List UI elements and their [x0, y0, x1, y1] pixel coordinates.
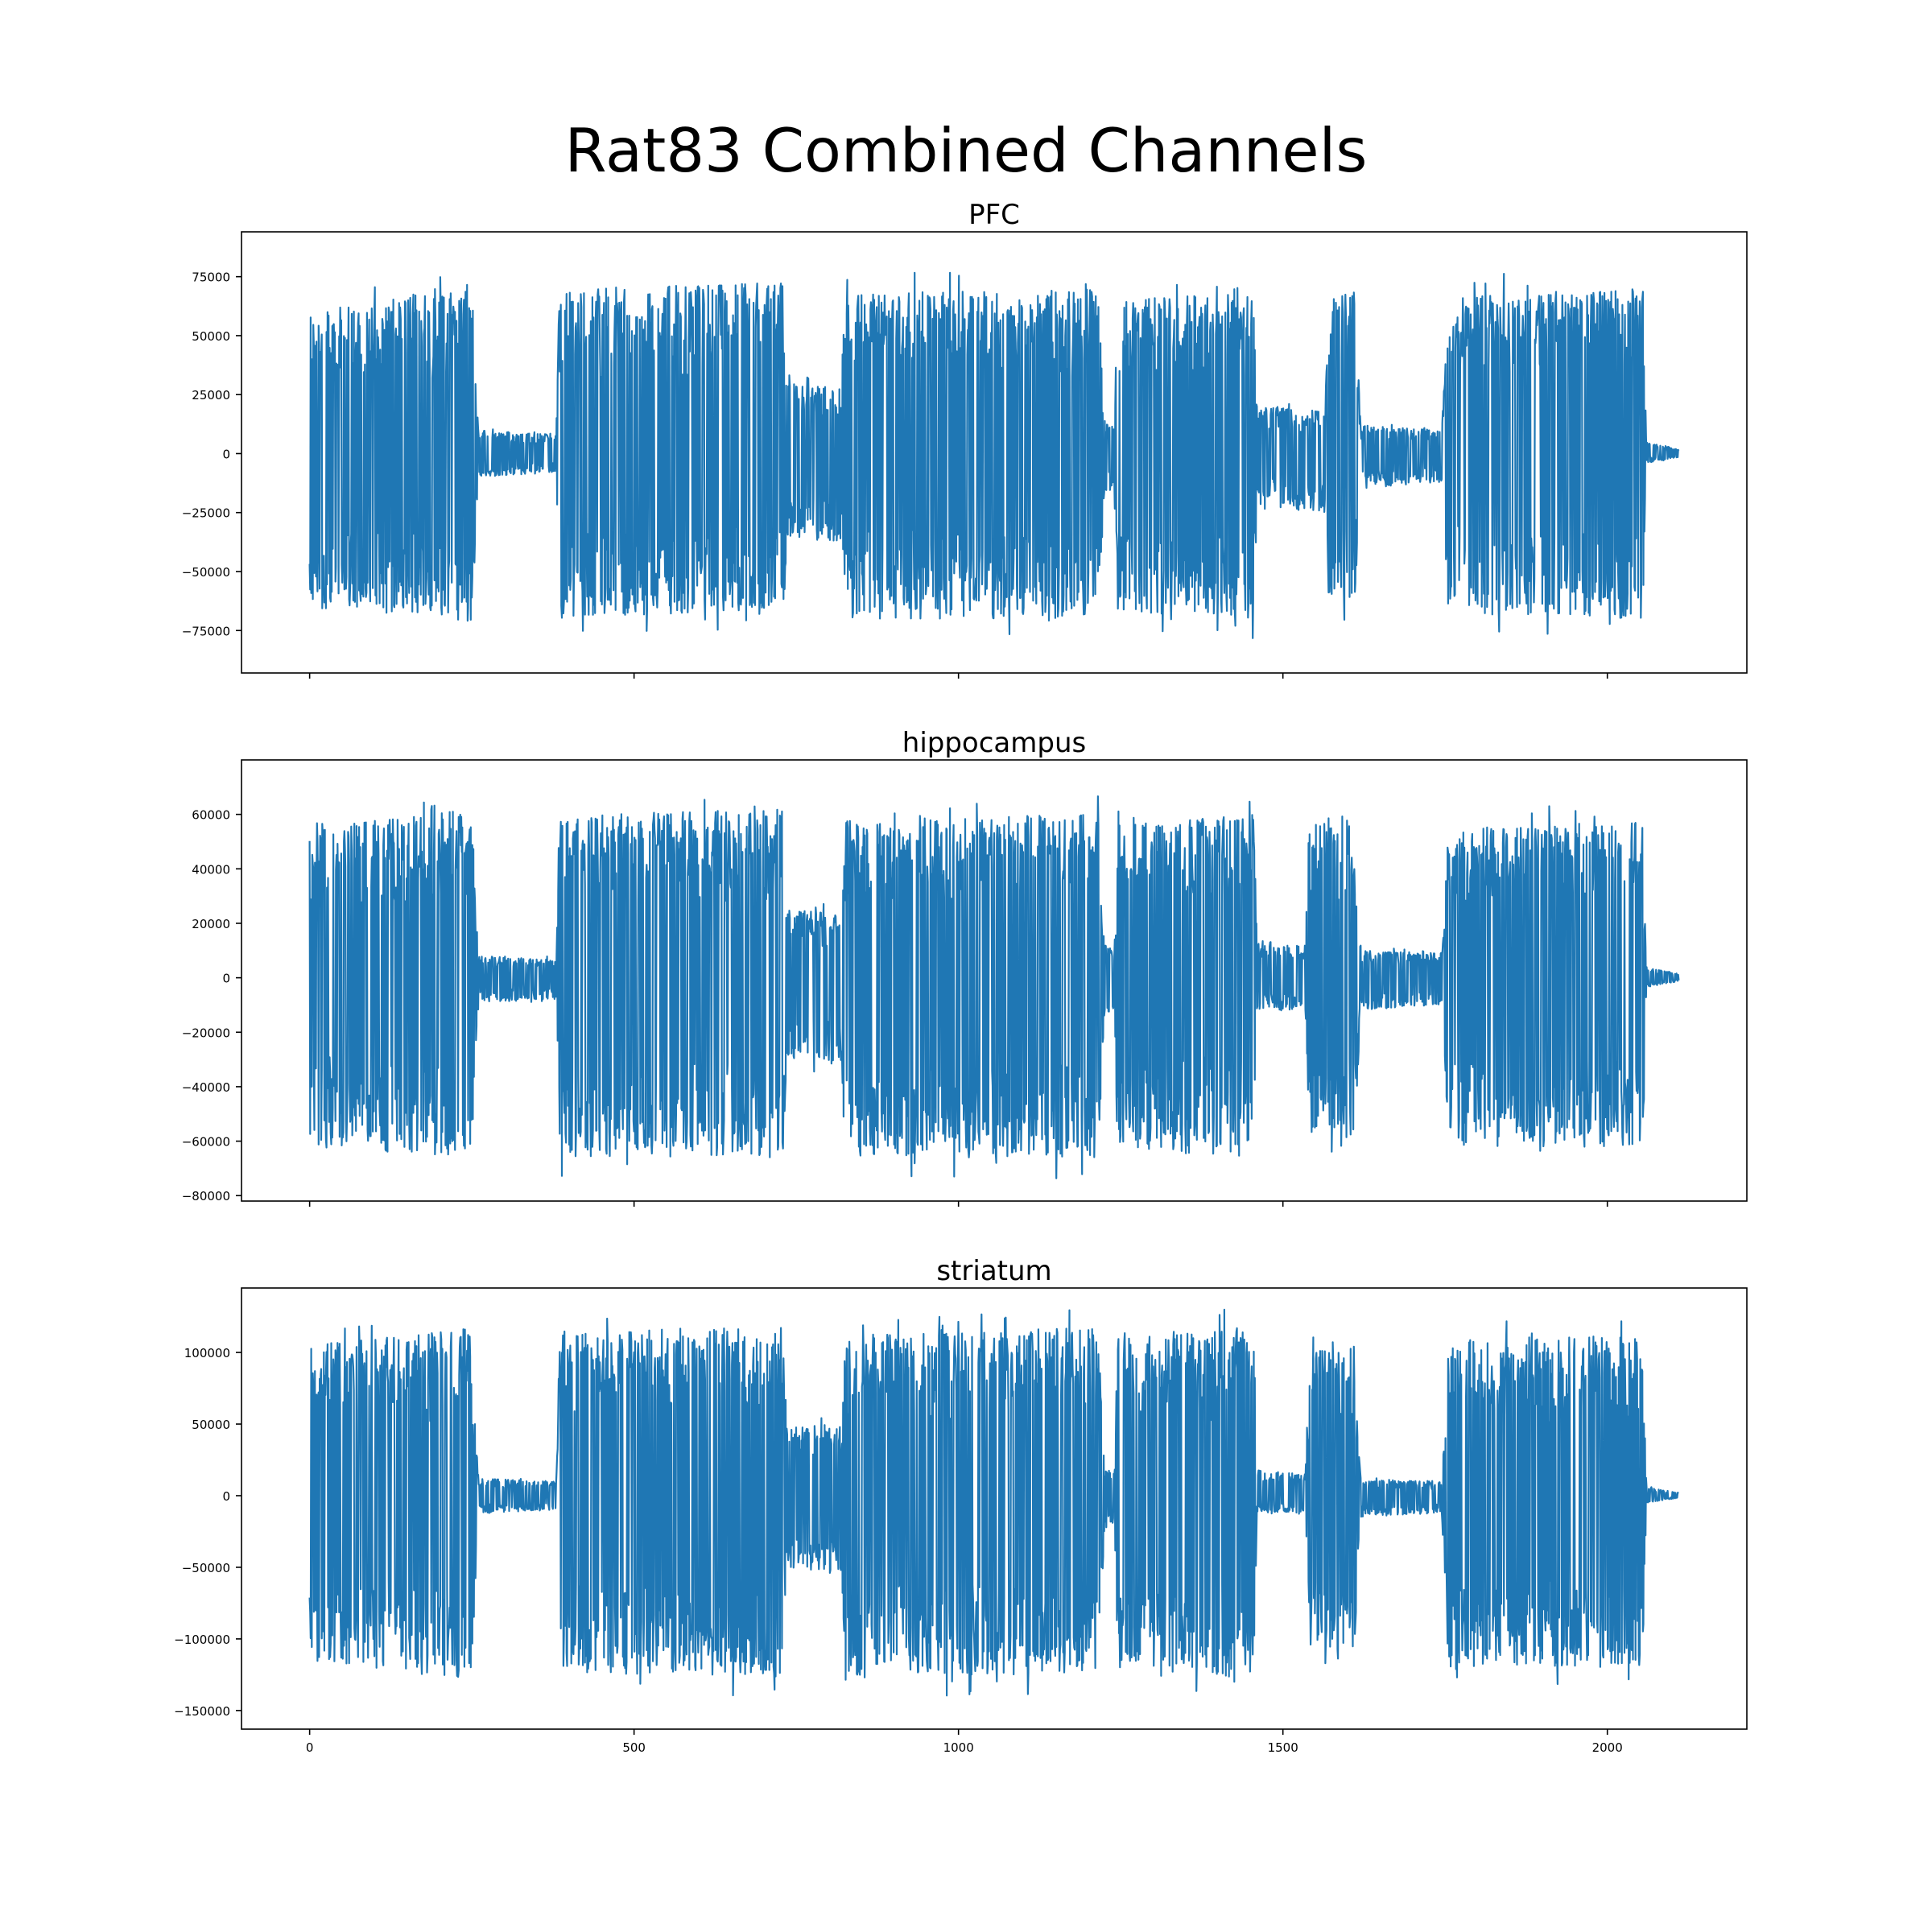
y-tick-label: 25000	[192, 388, 230, 402]
x-tick-label: 2000	[1592, 1740, 1623, 1755]
axes-frame	[241, 759, 1748, 1202]
y-tick-label: −60000	[182, 1135, 230, 1150]
y-tick-label: 40000	[192, 862, 230, 877]
subplot-title: hippocampus	[902, 727, 1086, 759]
subplot-title: striatum	[936, 1255, 1051, 1287]
y-tick-label: 0	[222, 972, 230, 986]
y-tick-label: 50000	[192, 329, 230, 344]
y-tick-label: −50000	[182, 565, 230, 580]
y-tick-label: 100000	[184, 1346, 230, 1360]
x-tick-label: 500	[622, 1740, 646, 1755]
y-tick-label: −40000	[182, 1080, 230, 1095]
series-line-hippocampus	[308, 795, 1680, 1179]
y-tick-label: −20000	[182, 1026, 230, 1040]
subplot-2: hippocampus 60000 40000 20000 0 −20000 −40000 −…	[182, 727, 1748, 1207]
y-tick-label: −75000	[182, 624, 230, 638]
y-tick-label: 0	[222, 447, 230, 461]
subplot-1: PFC 75000 50000 25000 0 −25000 −50000 −75000	[182, 199, 1748, 679]
y-tick-label: −100000	[174, 1633, 230, 1647]
axes-frame	[241, 1287, 1748, 1730]
subplot-title: PFC	[968, 199, 1020, 231]
y-tick-label: −25000	[182, 506, 230, 521]
page-title: Rat83 Combined Channels	[564, 115, 1368, 186]
y-tick-label: 0	[222, 1489, 230, 1504]
y-tick-label: 20000	[192, 917, 230, 931]
y-tick-label: −150000	[174, 1704, 230, 1719]
x-tick-label: 1000	[943, 1740, 974, 1755]
y-tick-label: −80000	[182, 1189, 230, 1203]
x-tick-label: 0	[306, 1740, 314, 1755]
axes-frame	[241, 231, 1748, 674]
y-tick-label: 60000	[192, 808, 230, 823]
subplot-3: striatum 100000 50000 0 −50000 −100000 −150000…	[174, 1255, 1748, 1755]
y-tick-label: −50000	[182, 1561, 230, 1575]
series-line-striatum	[308, 1308, 1679, 1697]
y-tick-label: 75000	[192, 270, 230, 285]
y-tick-label: 50000	[192, 1418, 230, 1432]
series-line-PFC	[308, 271, 1680, 639]
x-tick-label: 1500	[1268, 1740, 1298, 1755]
